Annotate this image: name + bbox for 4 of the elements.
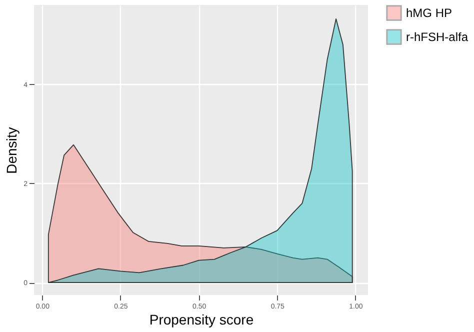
legend-label: r-hFSH-alfa [406,30,468,44]
y-axis-title: Density [4,127,20,174]
x-axis-title: Propensity score [149,312,254,328]
legend-label: hMG HP [406,6,452,20]
